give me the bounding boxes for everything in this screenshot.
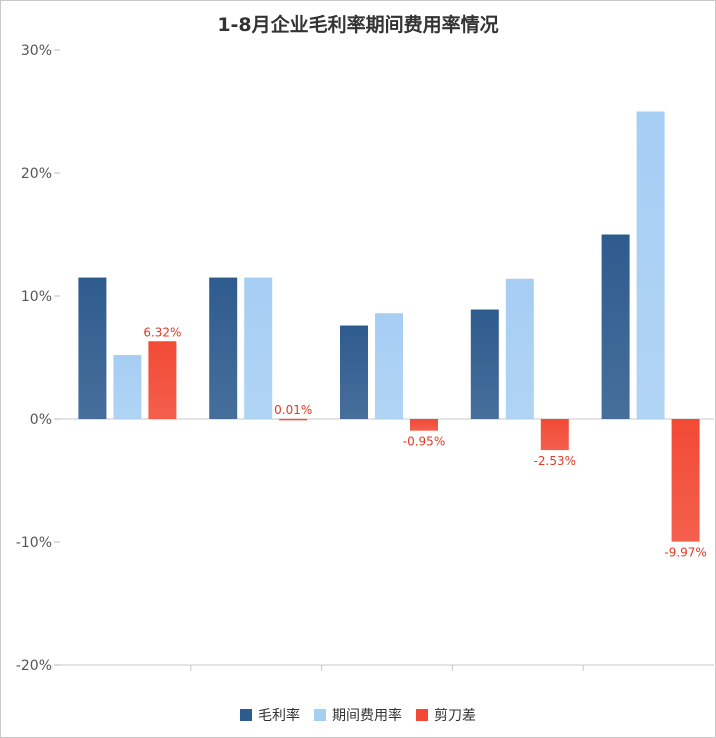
data-label: 6.32% xyxy=(143,325,181,339)
data-label: -0.95% xyxy=(403,435,445,449)
bar-2-3 xyxy=(375,313,403,419)
y-tick-label: 20% xyxy=(21,166,52,182)
bar-2-1 xyxy=(113,355,142,419)
legend-item-2[interactable]: 期间费用率 xyxy=(314,705,402,725)
y-tick-label: -20% xyxy=(16,658,52,674)
bar-2-5 xyxy=(636,111,665,419)
bar-3-4 xyxy=(540,419,569,451)
y-tick-label: -10% xyxy=(16,535,52,551)
chart-legend: 毛利率 期间费用率 剪刀差 xyxy=(0,705,716,725)
bar-2-2 xyxy=(244,277,273,419)
legend-swatch xyxy=(416,709,428,721)
bar-1-5 xyxy=(601,234,630,419)
data-label: -9.97% xyxy=(664,546,706,560)
bar-3-1 xyxy=(148,341,177,419)
y-tick-label: 10% xyxy=(21,289,52,305)
bar-1-1 xyxy=(78,277,107,419)
y-tick-label: 30% xyxy=(21,43,52,59)
bar-2-4 xyxy=(505,278,534,419)
legend-swatch xyxy=(314,709,326,721)
legend-label: 毛利率 xyxy=(258,708,300,724)
bar-1-2 xyxy=(209,277,238,419)
bar-3-3 xyxy=(410,419,438,431)
data-label: -2.53% xyxy=(534,454,576,468)
legend-label: 期间费用率 xyxy=(332,708,402,724)
bar-1-3 xyxy=(340,325,368,419)
legend-swatch xyxy=(240,709,252,721)
data-label: 0.01% xyxy=(274,403,312,417)
y-tick-label: 0% xyxy=(30,412,52,428)
bar-1-4 xyxy=(470,309,499,419)
bar-3-2 xyxy=(279,418,308,421)
bar-chart: -20% -10% 0% 10% 20% 30% 6.32% 0.01% -0.95% -2.53… xyxy=(16,43,714,674)
legend-label: 剪刀差 xyxy=(434,708,476,724)
legend-item-1[interactable]: 毛利率 xyxy=(240,705,300,725)
chart-title: 1-8月企业毛利率期间费用率情况 xyxy=(217,14,499,36)
bar-3-5 xyxy=(671,419,700,542)
legend-item-3[interactable]: 剪刀差 xyxy=(416,705,476,725)
